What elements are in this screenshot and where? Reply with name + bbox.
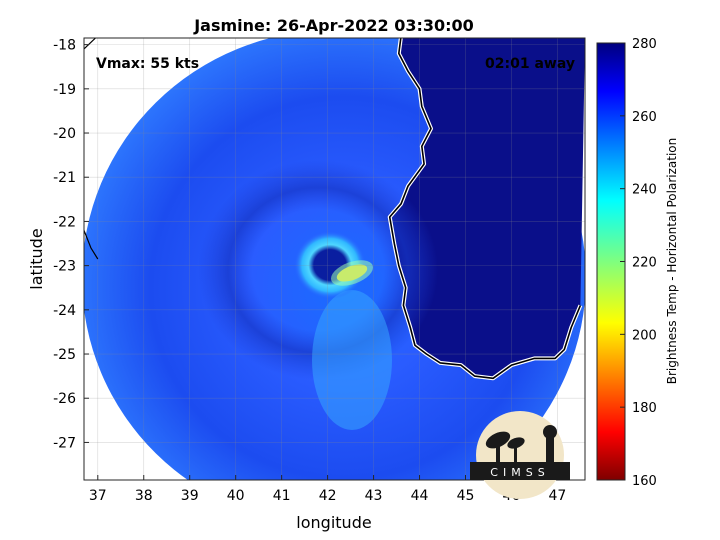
x-tick-label-0: 37 <box>89 488 107 504</box>
southern-rainband <box>312 290 392 430</box>
x-tick-label-4: 41 <box>273 488 291 504</box>
x-tick-label-3: 40 <box>227 488 245 504</box>
swath-layer <box>84 38 585 480</box>
grid-lines <box>84 38 585 480</box>
x-tick-label-6: 43 <box>365 488 383 504</box>
colorbar-tick-label-4: 200 <box>632 328 657 343</box>
coastline-mozambique-north <box>84 38 96 50</box>
chart-title: Jasmine: 26-Apr-2022 03:30:00 <box>193 16 474 35</box>
logo-tower <box>546 437 554 464</box>
x-tick-label-8: 45 <box>457 488 475 504</box>
vmax-annotation: Vmax: 55 kts <box>96 56 199 72</box>
land-region <box>389 38 585 379</box>
y-tick-label-6: -24 <box>53 303 76 319</box>
y-axis-ticks: -18 -19 -20 -21 -22 -23 -24 -25 -26 -27 <box>53 38 89 451</box>
logo-text: CIMSS <box>490 466 549 479</box>
x-tick-label-7: 44 <box>411 488 429 504</box>
y-tick-label-4: -22 <box>53 214 76 230</box>
cimss-logo: CIMSS <box>470 411 570 499</box>
colorbar-tick-label-2: 240 <box>632 183 657 198</box>
y-tick-label-0: -18 <box>53 38 76 54</box>
y-tick-label-2: -20 <box>53 126 76 142</box>
logo-dish-mid-stand <box>514 446 517 464</box>
logo-dish-mid <box>507 437 525 449</box>
colorbar-ticks: 280 260 240 220 200 180 160 <box>620 37 657 489</box>
y-tick-label-7: -25 <box>53 347 76 363</box>
logo-dish-left-stand <box>496 444 500 464</box>
y-tick-label-1: -19 <box>53 82 76 98</box>
logo-dish-left <box>485 431 511 449</box>
y-axis-label: latitude <box>27 228 46 289</box>
colorbar-tick-label-0: 280 <box>632 37 657 52</box>
eye <box>315 251 341 273</box>
x-tick-label-1: 38 <box>135 488 153 504</box>
colorbar-tick-label-3: 220 <box>632 256 657 271</box>
x-tick-label-2: 39 <box>181 488 199 504</box>
colorbar-tick-label-5: 180 <box>632 401 657 416</box>
colorbar-label: Brightness Temp - Horizontal Polarizatio… <box>665 138 679 385</box>
colorbar-tick-label-6: 160 <box>632 474 657 489</box>
coastline-mozambique-south <box>84 230 99 260</box>
y-tick-label-9: -27 <box>53 435 76 451</box>
logo-tower-top <box>543 425 557 439</box>
x-tick-label-5: 42 <box>319 488 337 504</box>
y-tick-label-5: -23 <box>53 259 76 275</box>
y-tick-label-3: -21 <box>53 170 76 186</box>
y-tick-label-8: -26 <box>53 391 76 407</box>
coastline-madagascar-line <box>388 38 582 380</box>
time-offset-annotation: 02:01 away <box>485 56 575 72</box>
convection-hotspot-edge <box>330 260 374 286</box>
x-tick-label-10: 47 <box>549 488 567 504</box>
colorbar-tick-label-1: 260 <box>632 110 657 125</box>
x-axis-ticks: 3738394041424344454647 <box>89 475 566 504</box>
x-axis-label: longitude <box>296 513 371 532</box>
axes-frame <box>83 37 586 481</box>
logo-ground <box>470 462 570 480</box>
